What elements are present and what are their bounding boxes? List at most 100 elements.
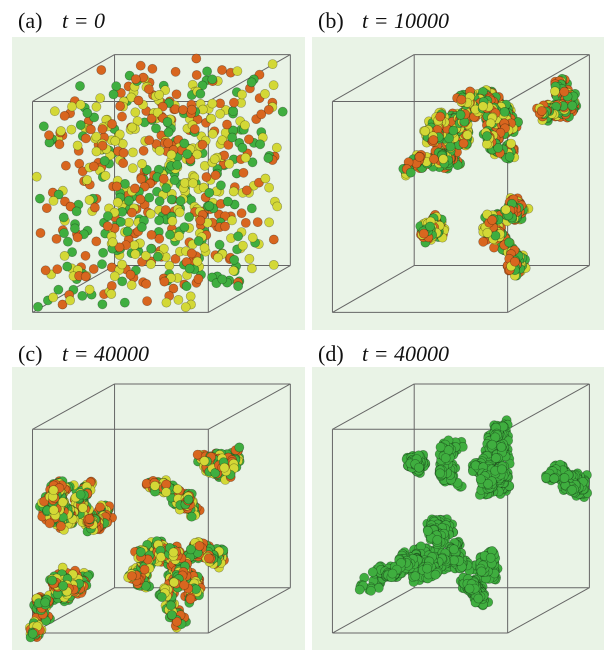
particle — [155, 197, 164, 206]
particle — [63, 237, 72, 246]
particle — [97, 260, 106, 269]
particle — [198, 140, 207, 149]
particle — [147, 244, 156, 253]
particle — [229, 187, 238, 196]
particle — [180, 178, 189, 187]
particle — [406, 168, 415, 177]
particle — [510, 257, 519, 266]
particle — [229, 107, 238, 116]
particle — [247, 78, 256, 87]
particle — [234, 282, 243, 291]
particle — [173, 484, 182, 493]
particle — [497, 442, 506, 451]
panel — [312, 367, 604, 650]
particle — [117, 112, 126, 121]
particle — [137, 159, 146, 168]
particle — [162, 488, 171, 497]
particle — [145, 193, 154, 202]
particle — [39, 122, 48, 131]
particle — [78, 503, 87, 512]
particle — [147, 230, 156, 239]
particle — [96, 94, 105, 103]
particle — [184, 495, 193, 504]
particle — [165, 261, 174, 270]
particle — [73, 233, 82, 242]
particle — [153, 252, 162, 261]
particle — [185, 264, 194, 273]
particle — [188, 179, 197, 188]
particle — [45, 519, 54, 528]
particle — [92, 102, 101, 111]
particle — [155, 90, 164, 99]
particle — [58, 498, 67, 507]
particle — [167, 195, 176, 204]
particle — [116, 101, 125, 110]
particle — [86, 125, 95, 134]
particle — [244, 135, 253, 144]
particle — [248, 233, 257, 242]
particle — [421, 127, 430, 136]
particle — [127, 571, 136, 580]
particle — [192, 70, 201, 79]
particle — [49, 293, 58, 302]
particle — [112, 182, 121, 191]
particle — [256, 140, 265, 149]
particle — [439, 154, 448, 163]
particle — [83, 175, 92, 184]
particle — [159, 174, 168, 183]
particle — [247, 264, 256, 273]
particle — [67, 125, 76, 134]
particle — [90, 203, 99, 212]
particle — [180, 223, 189, 232]
particle — [36, 228, 45, 237]
particle — [63, 262, 72, 271]
particle — [162, 183, 171, 192]
particle — [98, 300, 107, 309]
particle — [426, 222, 435, 231]
particle — [278, 107, 287, 116]
particle — [459, 139, 468, 148]
particle — [98, 125, 107, 134]
particle — [175, 232, 184, 241]
particle — [111, 136, 120, 145]
particle — [507, 139, 516, 148]
particle — [128, 148, 137, 157]
particle — [136, 195, 145, 204]
particle — [436, 469, 445, 478]
particle — [167, 610, 176, 619]
particle — [52, 234, 61, 243]
particle — [423, 526, 432, 535]
particle — [155, 146, 164, 155]
particle — [208, 99, 217, 108]
particle — [78, 291, 87, 300]
particle — [268, 60, 277, 69]
particle — [456, 110, 465, 119]
particle — [44, 131, 53, 140]
particle — [124, 218, 133, 227]
particle — [60, 111, 69, 120]
particle — [213, 253, 222, 262]
particle — [118, 277, 127, 286]
panel-label: (c) — [18, 341, 42, 366]
particle — [85, 285, 94, 294]
particle — [194, 274, 203, 283]
particle — [113, 198, 122, 207]
particle — [228, 133, 237, 142]
particle — [48, 576, 57, 585]
panel — [12, 367, 305, 650]
particle — [500, 107, 509, 116]
particle — [415, 152, 424, 161]
panel-background — [312, 367, 604, 650]
particle — [117, 260, 126, 269]
particle — [126, 270, 135, 279]
panel-time: t = 0 — [62, 8, 105, 33]
particle — [205, 201, 214, 210]
panel-time: t = 40000 — [362, 341, 449, 366]
particle — [269, 235, 278, 244]
particle — [76, 120, 85, 129]
particle — [169, 578, 178, 587]
particle — [230, 255, 239, 264]
particle — [89, 264, 98, 273]
particle — [171, 67, 180, 76]
particle — [175, 208, 184, 217]
